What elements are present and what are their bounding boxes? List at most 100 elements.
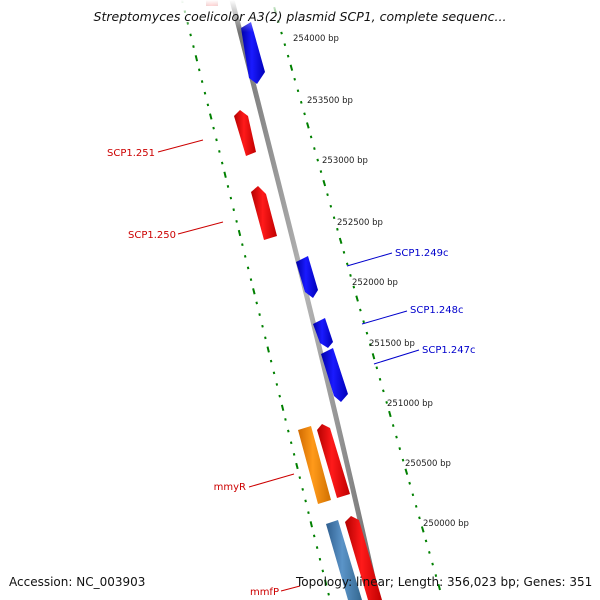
gene-label-scp1-250[interactable]: SCP1.250 [128, 230, 176, 241]
left-tick [246, 266, 250, 270]
gene-arrow-scp1-249c[interactable] [296, 256, 318, 298]
left-tick [194, 55, 199, 62]
left-tick [327, 592, 330, 596]
right-tick [332, 216, 336, 220]
gene-arrow-250000-red[interactable] [345, 516, 382, 600]
left-tick [261, 324, 264, 328]
left-tick [249, 278, 253, 282]
right-tick [299, 100, 303, 104]
accession-text: Accession: NC_003903 [9, 575, 146, 589]
left-tick [295, 462, 299, 470]
right-tick [306, 122, 310, 129]
right-tick [322, 179, 327, 187]
right-tick [382, 389, 385, 393]
left-tick [315, 546, 319, 550]
right-tick [313, 147, 316, 150]
ruler-label: 251500 bp [369, 339, 415, 349]
gene-label-scp1-248c[interactable]: SCP1.248c [410, 305, 464, 316]
ruler-label: 254000 bp [293, 34, 339, 44]
right-tick [336, 227, 339, 231]
left-tick [203, 91, 207, 95]
right-tick [398, 447, 402, 451]
right-tick [283, 43, 287, 47]
gene-arrow-250500-red[interactable] [317, 424, 350, 498]
left-tick [229, 196, 233, 200]
leader-scp1-249c [346, 252, 393, 267]
left-tick [209, 113, 213, 120]
gene-label-scp1-249c[interactable]: SCP1.249c [395, 248, 449, 259]
left-tick [255, 301, 258, 305]
gene-arrow-scp1-250[interactable] [251, 186, 277, 240]
gene-arrow-scp1-247c[interactable] [321, 348, 348, 402]
left-tick [307, 511, 310, 515]
right-tick [375, 366, 379, 370]
leader-mmfP [280, 585, 301, 592]
left-tick [301, 487, 304, 491]
left-tick [258, 313, 261, 316]
left-tick [324, 579, 328, 586]
ruler-label: 252000 bp [352, 278, 398, 288]
gene-labels: SCP1.251 SCP1.250 SCP1.249c SCP1.248c SC… [107, 148, 476, 598]
right-tick [401, 458, 405, 462]
leader-mmyR [248, 473, 295, 488]
gene-arrow-254k-blue[interactable] [241, 22, 265, 84]
right-tick [420, 526, 425, 533]
right-tick [349, 274, 352, 277]
right-tick [309, 135, 313, 139]
left-tick [287, 429, 290, 433]
leader-scp1-250 [177, 221, 224, 235]
left-tick [189, 33, 192, 37]
right-tick [365, 331, 369, 335]
right-tick [355, 295, 359, 302]
ruler-label: 253500 bp [307, 96, 353, 106]
right-tick [437, 583, 441, 591]
ruler-label: 252500 bp [337, 218, 383, 228]
left-tick [318, 557, 322, 561]
left-tick [212, 126, 215, 130]
gene-arrow-mmyR[interactable] [298, 426, 331, 504]
right-tick [418, 516, 421, 520]
ruler-labels: 254000 bp 253500 bp 253000 bp 252500 bp … [293, 34, 469, 529]
right-tick [326, 193, 329, 197]
gene-arrow-scp1-251[interactable] [234, 110, 256, 156]
left-tick [198, 68, 201, 72]
right-tick [280, 31, 283, 35]
right-tick [329, 204, 333, 208]
right-tick [378, 377, 382, 381]
gene-label-scp1-247c[interactable]: SCP1.247c [422, 345, 476, 356]
right-tick [289, 64, 294, 71]
leader-scp1-248c [361, 310, 408, 325]
right-tick [388, 410, 392, 418]
left-tick [284, 418, 287, 421]
left-tick [252, 288, 256, 295]
gene-arrow-scp1-248c[interactable] [313, 318, 333, 348]
right-tick [414, 504, 418, 508]
left-tick [243, 254, 247, 258]
tick-tracks [180, 0, 441, 596]
right-tick [434, 574, 438, 577]
right-tick [316, 158, 319, 162]
leader-scp1-247c [373, 349, 420, 365]
left-tick [220, 161, 224, 165]
ruler-label: 250000 bp [423, 519, 469, 529]
left-tick [292, 452, 296, 456]
right-tick [286, 54, 290, 58]
gene-label-scp1-251[interactable]: SCP1.251 [107, 148, 155, 159]
left-tick [289, 441, 293, 445]
right-tick [293, 77, 296, 81]
left-tick [278, 394, 281, 398]
right-tick [296, 89, 300, 93]
left-tick [298, 476, 302, 480]
right-tick [342, 250, 346, 254]
gene-arrow-mmfP-steel[interactable] [326, 520, 362, 600]
left-tick [218, 150, 221, 153]
ruler-label: 250500 bp [405, 459, 451, 469]
left-tick [206, 103, 210, 107]
gene-label-mmyR[interactable]: mmyR [214, 482, 246, 493]
right-tick [319, 170, 323, 173]
right-tick [408, 481, 411, 485]
right-tick [395, 435, 398, 439]
gene-label-mmfP[interactable]: mmfP [250, 587, 279, 598]
right-tick [424, 539, 428, 543]
